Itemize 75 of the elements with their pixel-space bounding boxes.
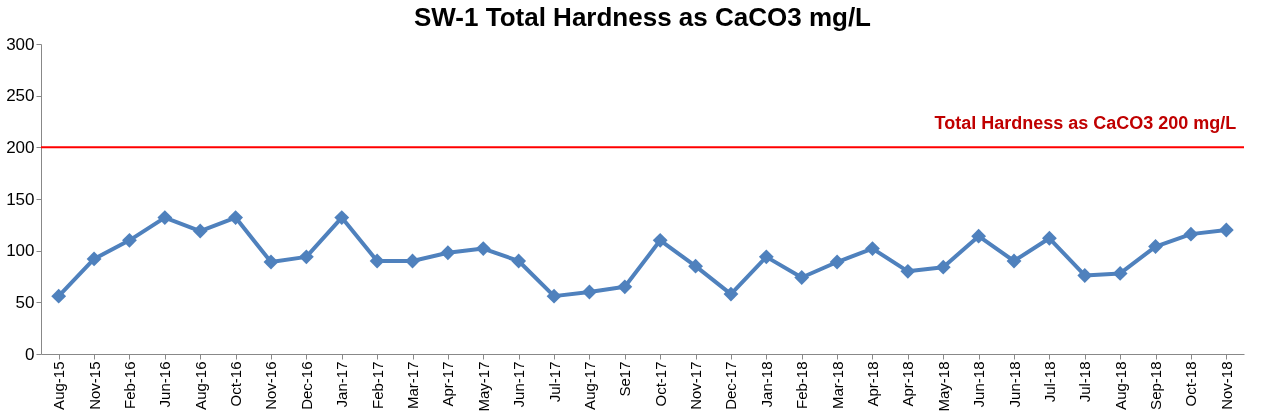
point	[51, 288, 67, 304]
y-tick-label: 100	[6, 241, 35, 261]
x-tick-label: Jul-17	[545, 361, 563, 403]
x-tick-label: Jun-18	[1005, 361, 1023, 408]
x-tick-label: Dec-16	[297, 361, 315, 410]
y-tick-label: 250	[6, 86, 35, 106]
x-tick-label: Aug-15	[50, 361, 68, 410]
point	[1183, 226, 1199, 242]
point	[157, 210, 173, 226]
point	[971, 228, 987, 244]
x-tick-label: Apr-18	[899, 361, 917, 407]
y-tick-label: 0	[25, 344, 35, 364]
x-tick-label: May-18	[934, 361, 952, 412]
x-tick-label: Feb-16	[120, 361, 138, 410]
point	[192, 223, 208, 239]
x-tick-label: May-17	[474, 361, 492, 412]
point	[334, 210, 350, 226]
point	[440, 245, 456, 261]
point	[688, 258, 703, 274]
point	[1112, 265, 1128, 281]
x-tick-label: Aug-16	[191, 361, 209, 410]
point	[475, 241, 491, 257]
x-tick-label: Se17	[616, 361, 634, 397]
point	[900, 263, 916, 279]
y-tick-label: 300	[6, 34, 35, 54]
point	[829, 254, 845, 270]
point	[935, 259, 951, 275]
x-tick-label: Feb-17	[368, 361, 386, 410]
x-tick-label: Apr-17	[439, 361, 457, 407]
point	[298, 249, 314, 265]
point	[1006, 253, 1022, 269]
x-tick-label: Oct-18	[1182, 361, 1200, 407]
ref-line-label: Total Hardness as CaCO3 200 mg/L	[934, 113, 1237, 134]
x-tick-label: Nov-15	[85, 361, 103, 410]
point	[794, 270, 810, 285]
point	[758, 249, 774, 265]
x-tick-label: Nov-17	[687, 361, 705, 410]
point	[723, 286, 739, 302]
point	[1077, 268, 1093, 283]
x-tick-label: Feb-18	[793, 361, 811, 410]
x-tick-label: Aug-18	[1111, 361, 1129, 410]
x-tick-label: Mar-18	[828, 361, 846, 410]
x-tick-label: Sep-18	[1147, 361, 1165, 410]
point	[122, 232, 137, 248]
y-tick-label: 200	[6, 137, 35, 157]
point	[1148, 239, 1163, 254]
point	[652, 232, 668, 248]
x-tick-label: Nov-16	[262, 361, 280, 410]
x-tick-label: Jun-16	[156, 361, 174, 408]
point	[511, 253, 527, 269]
point	[228, 210, 244, 226]
x-tick-label: Jan-17	[333, 361, 351, 408]
x-tick-label: Aug-17	[580, 361, 598, 410]
x-tick-label: Jul-18	[1040, 361, 1058, 403]
x-tick-label: Oct-17	[651, 361, 669, 407]
point	[1218, 222, 1234, 238]
point	[369, 253, 385, 269]
point	[1041, 230, 1057, 246]
y-tick-label: 150	[6, 189, 35, 209]
x-tick-label: Jul-18	[1076, 361, 1094, 403]
x-tick-label: Apr-18	[863, 361, 881, 407]
x-tick-label: Nov-18	[1217, 361, 1235, 410]
point	[865, 241, 880, 257]
y-tick-label: 50	[15, 292, 35, 312]
x-tick-label: Oct-16	[227, 361, 245, 407]
x-tick-label: Mar-17	[404, 361, 422, 410]
chart-title: SW-1 Total Hardness as CaCO3 mg/L	[414, 2, 872, 32]
point	[546, 288, 562, 304]
point	[86, 251, 102, 267]
x-tick-label: Jan-18	[757, 361, 775, 408]
x-tick-label: Jun-18	[970, 361, 988, 408]
point	[617, 279, 633, 295]
point	[263, 254, 279, 270]
x-tick-label: Jun-17	[510, 361, 528, 408]
x-tick-label: Dec-17	[722, 361, 740, 410]
